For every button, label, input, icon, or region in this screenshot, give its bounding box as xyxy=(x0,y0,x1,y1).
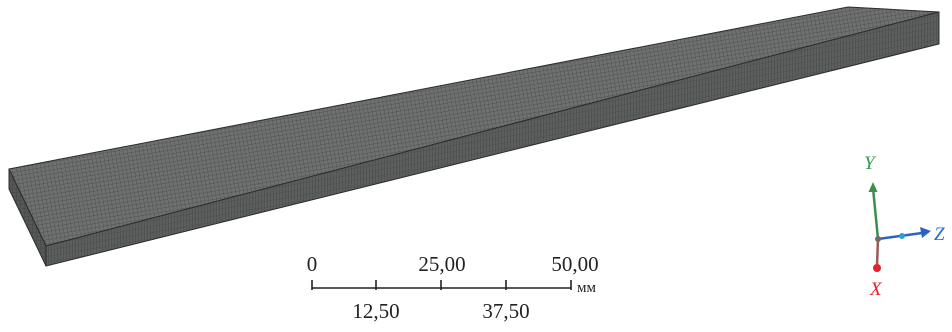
triad-x-axis-line xyxy=(875,238,880,267)
z-arrow-icon xyxy=(920,227,931,238)
scale-label-37-5: 37,50 xyxy=(482,299,529,323)
plate-end-face xyxy=(8,168,47,267)
scale-label-0: 0 xyxy=(307,252,318,276)
triad-y-label: Y xyxy=(864,153,877,174)
plate-top-face xyxy=(8,6,940,247)
axis-triad: Y Z X xyxy=(864,153,945,300)
scale-label-25: 25,00 xyxy=(418,252,465,276)
triad-origin-icon xyxy=(875,236,881,242)
y-arrow-icon xyxy=(868,182,878,192)
scale-unit-label: мм xyxy=(577,280,596,296)
triad-y-axis-line xyxy=(871,187,880,240)
scale-label-50: 50,00 xyxy=(551,252,598,276)
scale-bar: 0 25,00 50,00 мм 12,50 37,50 xyxy=(307,252,599,323)
triad-z-label: Z xyxy=(934,224,945,245)
x-arrow-icon xyxy=(873,264,881,272)
meshed-plate-model[interactable] xyxy=(8,6,940,267)
scale-label-12-5: 12,50 xyxy=(352,299,399,323)
z-axis-marker-icon xyxy=(899,233,905,239)
triad-x-label: X xyxy=(869,279,883,300)
